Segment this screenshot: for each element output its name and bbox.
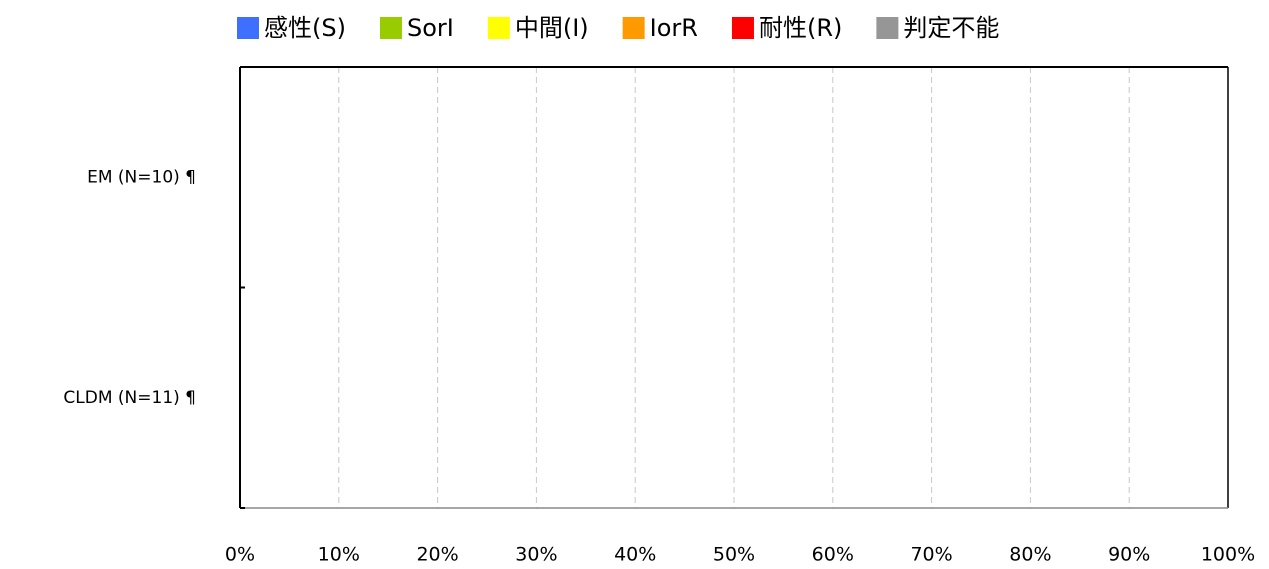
y-tick-label: EM (N=10) ¶ [87, 167, 196, 187]
legend-swatch [379, 17, 402, 39]
legend-label: SorI [407, 14, 454, 42]
legend-swatch [237, 17, 259, 39]
x-tick-label: 40% [614, 544, 656, 566]
x-tick-label: 80% [1009, 544, 1051, 566]
legend-label: 耐性(R) [759, 14, 842, 42]
legend-label: 中間(I) [515, 14, 589, 42]
x-tick-label: 90% [1108, 544, 1150, 566]
legend-swatch [622, 17, 645, 39]
legend-label: 感性(S) [264, 14, 346, 42]
x-tick-label: 0% [225, 544, 255, 566]
x-tick-label: 100% [1201, 544, 1255, 566]
legend-swatch [876, 17, 899, 39]
x-tick-label: 20% [416, 544, 458, 566]
x-tick-label: 10% [318, 544, 360, 566]
legend-label: 判定不能 [903, 14, 999, 42]
x-tick-label: 60% [812, 544, 854, 566]
x-tick-label: 30% [515, 544, 557, 566]
legend-swatch [487, 17, 510, 39]
legend-label: IorR [650, 14, 698, 42]
x-tick-label: 70% [910, 544, 952, 566]
x-tick-label: 50% [713, 544, 755, 566]
legend-swatch [731, 17, 754, 39]
y-tick-label: CLDM (N=11) ¶ [63, 388, 196, 408]
